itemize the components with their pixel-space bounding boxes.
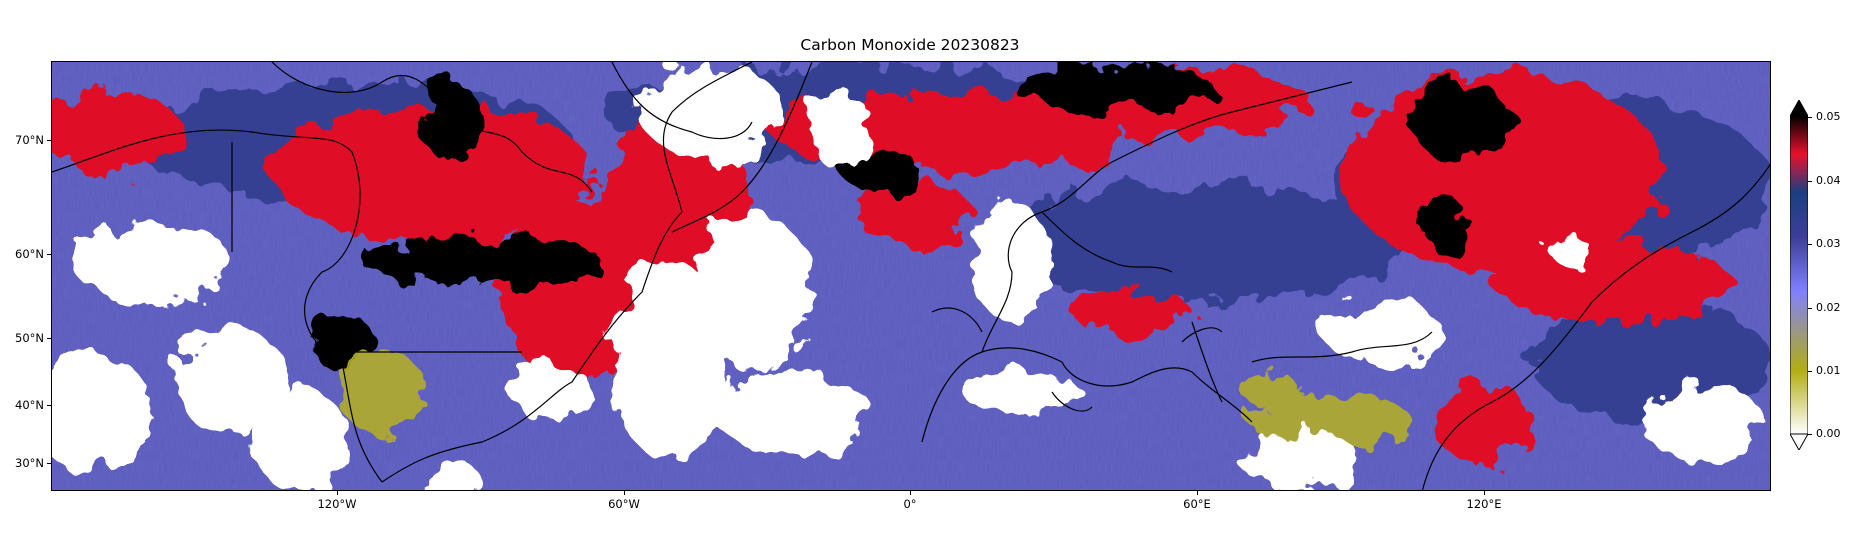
lon-label-0: 0° xyxy=(903,497,917,511)
colorbar-gradient xyxy=(1790,115,1808,435)
coastlines xyxy=(52,62,1770,490)
colorbar xyxy=(1790,100,1808,450)
lon-tick-60e xyxy=(1197,491,1198,495)
lat-tick-30n xyxy=(47,463,51,464)
lon-tick-120w xyxy=(337,491,338,495)
missing-data-regions xyxy=(52,62,1762,490)
co-map xyxy=(51,61,1771,491)
co-very-high-regions xyxy=(312,62,1512,372)
colorbar-max-extension xyxy=(1790,100,1808,117)
lat-label-30n: 30°N xyxy=(15,456,44,470)
lon-label-60w: 60°W xyxy=(608,497,640,511)
lat-tick-60n xyxy=(47,254,51,255)
lat-tick-40n xyxy=(47,405,51,406)
colorbar-label-001: 0.01 xyxy=(1816,364,1841,377)
colorbar-label-000: 0.00 xyxy=(1816,427,1841,440)
colorbar-tick-004 xyxy=(1808,181,1812,182)
lon-label-120e: 120°E xyxy=(1466,497,1502,511)
lat-label-70n: 70°N xyxy=(15,133,44,147)
colorbar-tick-002 xyxy=(1808,308,1812,309)
lat-tick-70n xyxy=(47,140,51,141)
lon-tick-0 xyxy=(910,491,911,495)
lon-label-60e: 60°E xyxy=(1183,497,1211,511)
co-low-regions xyxy=(337,352,1412,452)
colorbar-tick-001 xyxy=(1808,371,1812,372)
colorbar-min-extension xyxy=(1790,433,1808,450)
lon-label-120w: 120°W xyxy=(317,497,357,511)
lat-tick-50n xyxy=(47,338,51,339)
colorbar-label-004: 0.04 xyxy=(1816,174,1841,187)
lat-label-50n: 50°N xyxy=(15,331,44,345)
colorbar-label-003: 0.03 xyxy=(1816,237,1841,250)
colorbar-label-002: 0.02 xyxy=(1816,301,1841,314)
colorbar-tick-000 xyxy=(1808,434,1812,435)
map-title: Carbon Monoxide 20230823 xyxy=(800,36,1020,54)
lon-tick-60w xyxy=(624,491,625,495)
colorbar-tick-005 xyxy=(1808,117,1812,118)
lat-label-60n: 60°N xyxy=(15,247,44,261)
lat-label-40n: 40°N xyxy=(15,398,44,412)
lon-tick-120e xyxy=(1484,491,1485,495)
colorbar-tick-003 xyxy=(1808,244,1812,245)
colorbar-label-005: 0.05 xyxy=(1816,110,1841,123)
